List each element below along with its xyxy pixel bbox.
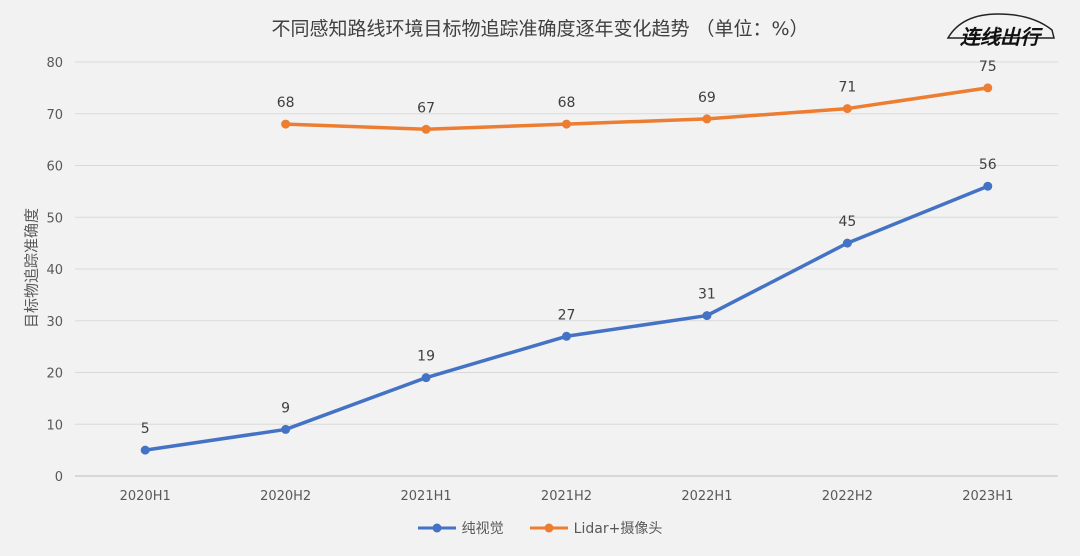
y-tick-label: 70 [46, 108, 63, 123]
data-point [140, 445, 150, 455]
data-label: 9 [281, 400, 290, 416]
y-tick-label: 80 [46, 56, 63, 71]
data-point [281, 424, 291, 434]
data-label: 45 [838, 214, 856, 230]
x-tick-label: 2021H1 [401, 489, 452, 504]
data-point [421, 124, 431, 134]
data-label: 71 [838, 80, 856, 96]
data-point [702, 114, 712, 124]
x-tick-label: 2022H1 [681, 489, 732, 504]
data-point [842, 238, 852, 248]
legend: 纯视觉 Lidar+摄像头 [0, 518, 1080, 538]
data-label: 69 [698, 90, 716, 106]
y-tick-label: 20 [46, 367, 63, 382]
legend-swatch [417, 523, 456, 533]
data-label: 19 [417, 349, 435, 365]
data-label: 5 [141, 421, 150, 437]
legend-swatch [529, 523, 568, 533]
legend-label: 纯视觉 [461, 521, 504, 537]
data-label: 68 [558, 95, 576, 111]
x-tick-label: 2022H2 [822, 489, 873, 504]
legend-item: 纯视觉 [417, 518, 504, 538]
data-point [842, 104, 852, 114]
y-tick-label: 0 [55, 470, 63, 485]
y-tick-label: 50 [46, 211, 63, 226]
data-point [983, 181, 993, 191]
y-tick-label: 30 [46, 315, 63, 330]
data-point [281, 119, 291, 129]
data-point [421, 373, 431, 383]
data-label: 31 [698, 287, 716, 303]
chart-title: 不同感知路线环境目标物追踪准确度逐年变化趋势 （单位：%） [271, 18, 809, 40]
data-label: 27 [558, 307, 576, 323]
x-tick-label: 2023H1 [962, 489, 1013, 504]
brand-logo-text: 连线出行 [960, 25, 1043, 49]
y-tick-label: 10 [46, 418, 63, 433]
y-tick-label: 60 [46, 160, 63, 175]
data-label: 67 [417, 100, 435, 116]
data-point [983, 83, 993, 93]
legend-item: Lidar+摄像头 [529, 518, 663, 538]
data-label: 68 [277, 95, 295, 111]
x-tick-label: 2020H1 [120, 489, 171, 504]
x-tick-label: 2021H2 [541, 489, 592, 504]
data-point [702, 311, 712, 321]
data-label: 75 [979, 59, 997, 75]
x-tick-label: 2020H2 [260, 489, 311, 504]
y-tick-label: 40 [46, 263, 63, 278]
brand-logo: 连线出行 [946, 13, 1055, 49]
data-label: 56 [979, 157, 997, 173]
series-line [285, 86, 989, 132]
data-point [562, 331, 571, 341]
legend-label: Lidar+摄像头 [573, 521, 663, 537]
data-point [562, 119, 571, 129]
